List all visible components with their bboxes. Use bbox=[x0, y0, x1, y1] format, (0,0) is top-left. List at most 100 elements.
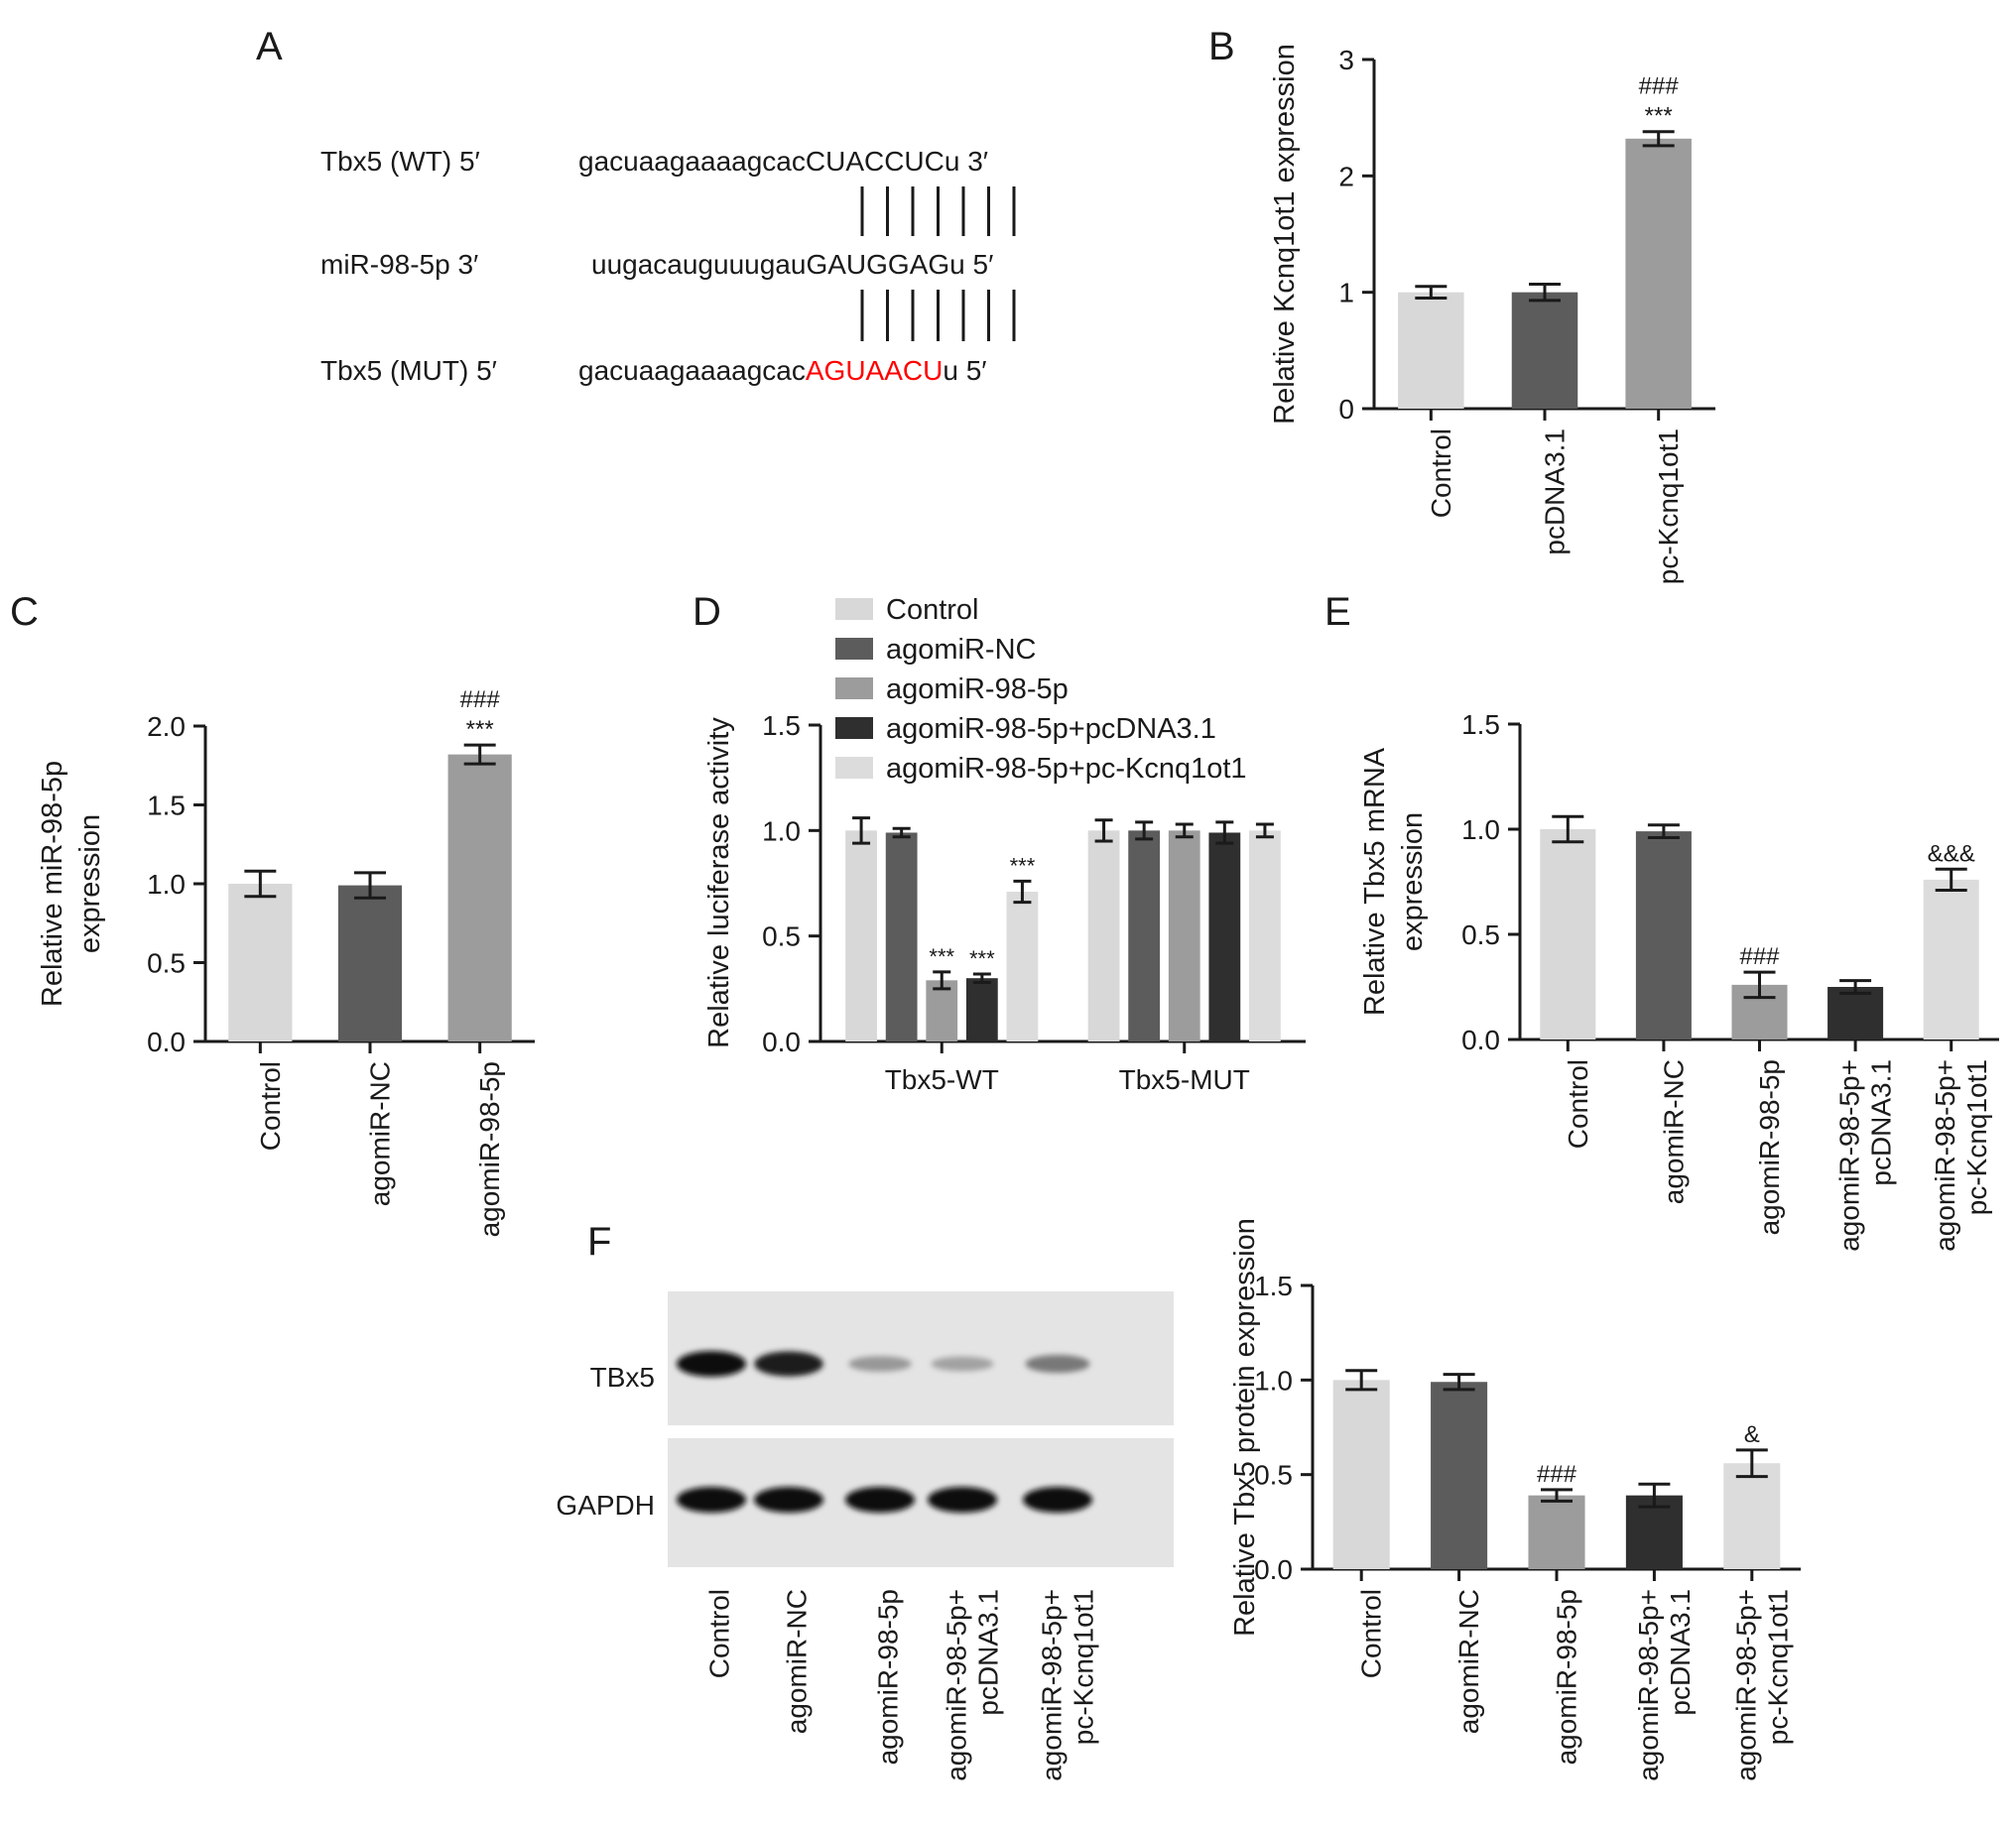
bar bbox=[965, 978, 998, 1041]
y-tick-label: 0.5 bbox=[147, 948, 186, 979]
blot-band-gapdh bbox=[754, 1487, 823, 1513]
error-bar bbox=[1255, 822, 1274, 839]
x-tick-label: agomiR-NC bbox=[365, 1061, 396, 1206]
bar bbox=[228, 884, 293, 1041]
error-bar bbox=[1175, 822, 1194, 839]
y-axis-label-line: Relative Tbx5 mRNA bbox=[1359, 747, 1391, 1016]
chart-e: E 0.0 0.5 1.0 1.5 Relative Tbx5 mRNA expressio… bbox=[1324, 590, 1999, 1252]
legend: Control agomiR-NC agomiR-98-5p agomiR-98-5p… bbox=[835, 594, 1247, 785]
x-tick-label: Control bbox=[1356, 1589, 1387, 1678]
blot-band-gapdh bbox=[1023, 1487, 1092, 1513]
blot-band-tbx5 bbox=[1025, 1355, 1090, 1373]
error-bar bbox=[1215, 820, 1234, 845]
x-tick-label: Control bbox=[1426, 428, 1456, 518]
bar bbox=[845, 830, 877, 1041]
legend-label: agomiR-98-5p+pcDNA3.1 bbox=[886, 713, 1216, 745]
blot-lane-label-line-1: agomiR-NC bbox=[782, 1589, 813, 1734]
error-bar bbox=[972, 972, 991, 984]
x-tick-label: agomiR-NC bbox=[1658, 1059, 1689, 1204]
panel-a-alignment: A Tbx5 (WT) 5′ gacuaagaaaagcacCUACCUCu 3… bbox=[256, 25, 1016, 386]
legend-label: agomiR-98-5p bbox=[886, 673, 1069, 705]
y-tick-label: 1.0 bbox=[762, 815, 801, 846]
x-tick-label: pcDNA3.1 bbox=[1665, 1589, 1696, 1716]
bar bbox=[1087, 830, 1120, 1041]
x-tick-label: Control bbox=[1563, 1059, 1593, 1149]
blot-band-gapdh bbox=[928, 1487, 997, 1513]
y-tick-label: 1.5 bbox=[147, 791, 186, 821]
blot-lane-label-line-1: Control bbox=[704, 1589, 735, 1678]
bar bbox=[1006, 892, 1039, 1041]
panel-letter: B bbox=[1208, 25, 1235, 68]
y-tick-label: 0 bbox=[1338, 394, 1354, 425]
chart-c: C 0.0 0.5 1.0 1.5 2.0 Relative miR-98-5p expres… bbox=[10, 590, 535, 1237]
x-tick-label: agomiR-98-5p+ bbox=[1834, 1059, 1865, 1252]
bar bbox=[337, 885, 403, 1041]
y-tick-label: 2.0 bbox=[147, 711, 186, 742]
error-bar bbox=[1541, 1488, 1573, 1503]
panel-a-row-3-sequence: gacuaagaaaagcacAGUAACUu 5′ bbox=[578, 355, 987, 386]
y-tick-label: 1.0 bbox=[147, 869, 186, 900]
significance-label: ### bbox=[460, 686, 501, 713]
significance-label: ### bbox=[1639, 73, 1680, 100]
legend-swatch bbox=[835, 598, 873, 620]
base-pair-lines-top bbox=[860, 186, 1016, 236]
bar bbox=[1332, 1380, 1390, 1569]
panel-a-row-2-label: miR-98-5p 3′ bbox=[320, 249, 478, 280]
error-bar bbox=[852, 816, 871, 845]
significance-label: *** bbox=[466, 716, 494, 743]
y-tick-label: 1.0 bbox=[1254, 1365, 1293, 1396]
error-bar bbox=[1443, 1373, 1475, 1392]
panel-a-letter: A bbox=[256, 25, 283, 68]
bar bbox=[1168, 830, 1200, 1041]
y-axis-label-line: Relative miR-98-5p bbox=[37, 761, 68, 1007]
x-tick-label: agomiR-98-5p bbox=[1754, 1059, 1785, 1235]
significance-label: *** bbox=[1645, 103, 1673, 130]
bar bbox=[1625, 138, 1692, 409]
blot-lane-label-line-2: pcDNA3.1 bbox=[973, 1589, 1004, 1716]
blot-lane-label-line-2: pc-Kcnq1ot1 bbox=[1069, 1589, 1099, 1745]
error-bar bbox=[1013, 879, 1032, 905]
y-tick-label: 0.0 bbox=[1254, 1554, 1293, 1585]
error-bar bbox=[1638, 1482, 1671, 1509]
bar bbox=[885, 832, 918, 1041]
x-tick-label: agomiR-98-5p bbox=[474, 1061, 505, 1237]
significance-label: *** bbox=[969, 946, 995, 971]
significance-label: &&& bbox=[1928, 840, 1975, 867]
x-tick-label: Control bbox=[255, 1061, 286, 1151]
x-tick-label: agomiR-98-5p bbox=[1552, 1589, 1582, 1765]
y-tick-label: 1.0 bbox=[1461, 814, 1500, 845]
y-axis-label: Relative luciferase activity bbox=[703, 717, 735, 1048]
bar bbox=[1540, 829, 1596, 1039]
panel-f-letter: F bbox=[587, 1220, 611, 1264]
y-tick-label: 0.5 bbox=[1461, 919, 1500, 950]
x-tick-label: pc-Kcnq1ot1 bbox=[1961, 1059, 1992, 1215]
x-tick-label: agomiR-98-5p+ bbox=[1633, 1589, 1664, 1781]
y-tick-label: 2 bbox=[1338, 161, 1354, 191]
panel-a-row-1-sequence: gacuaagaaaagcacCUACCUCu 3′ bbox=[578, 146, 988, 177]
legend-swatch bbox=[835, 757, 873, 779]
x-tick-label: pc-Kcnq1ot1 bbox=[1762, 1589, 1793, 1745]
panel-a-row-2-seq-upper: GAUGGAG bbox=[806, 249, 949, 280]
y-axis-label: Relative miR-98-5p expression bbox=[37, 761, 106, 1007]
bar bbox=[1723, 1463, 1781, 1569]
blot-membrane-tbx5 bbox=[668, 1291, 1174, 1425]
panel-a-row-3-seq-upper: AGUAACU bbox=[806, 355, 943, 386]
y-tick-label: 0.0 bbox=[147, 1027, 186, 1057]
bar bbox=[1208, 832, 1241, 1041]
legend-swatch bbox=[835, 717, 873, 739]
error-bar bbox=[1094, 818, 1113, 843]
panel-a-row-1-seq-tail: u 3′ bbox=[945, 146, 988, 177]
significance-label: & bbox=[1744, 1421, 1760, 1448]
x-tick-label: Tbx5-MUT bbox=[1119, 1064, 1250, 1095]
chart-b: B 0 1 2 3 Relative Kcnq1ot1 expression Control… bbox=[1208, 25, 1715, 584]
y-axis-label-line: expression bbox=[1397, 812, 1429, 951]
blot-lane-label: agomiR-98-5p bbox=[873, 1589, 904, 1765]
blot-band-tbx5 bbox=[754, 1351, 823, 1377]
y-axis-label-line: expression bbox=[74, 814, 106, 953]
legend-label: agomiR-98-5p+pc-Kcnq1ot1 bbox=[886, 753, 1247, 785]
panel-a-row-2-seq-tail: u 5′ bbox=[949, 249, 993, 280]
error-bar bbox=[1415, 285, 1448, 301]
blot-band-tbx5 bbox=[931, 1356, 994, 1372]
bar bbox=[1249, 830, 1281, 1041]
bar bbox=[1128, 830, 1161, 1041]
